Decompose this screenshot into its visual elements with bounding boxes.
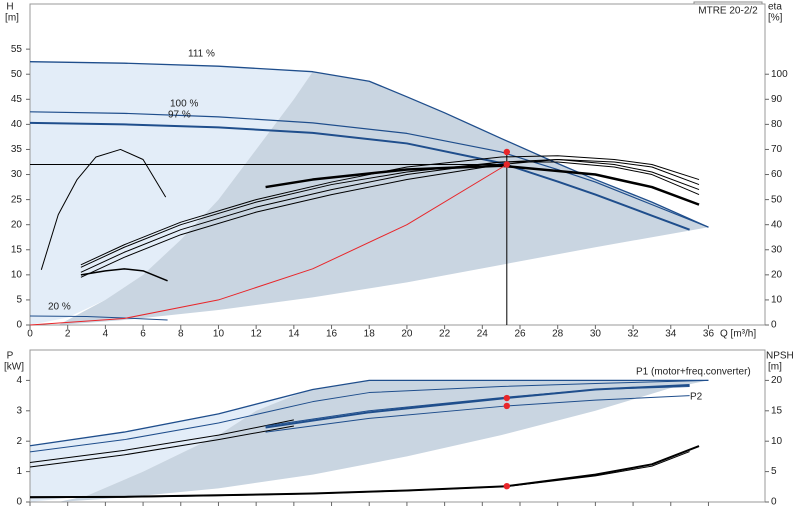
y2-tick-label: 0 — [771, 497, 777, 508]
curve — [80, 268, 168, 282]
y-tick-label: 10 — [11, 269, 23, 280]
curve — [40, 148, 167, 270]
y-tick-label: 5 — [16, 295, 22, 306]
y2-unit: [%] — [768, 13, 783, 24]
y2-tick-label: 20 — [771, 269, 783, 280]
x-tick-label: 24 — [477, 329, 489, 340]
curve-label: P1 (motor+freq.converter) — [636, 367, 751, 378]
curve — [29, 425, 294, 468]
curve-label: 111 % — [188, 49, 215, 60]
y2-tick-label: 80 — [771, 119, 783, 130]
x-tick-label: 0 — [27, 329, 33, 340]
duty-point — [503, 394, 511, 402]
curve-label: 97 % — [168, 110, 191, 121]
x-tick-label: 28 — [552, 329, 564, 340]
curve — [29, 164, 508, 326]
y2-tick-label: 5 — [771, 466, 777, 477]
operating-region — [58, 71, 709, 325]
y-tick-label: 20 — [11, 219, 23, 230]
curve — [265, 164, 700, 206]
y-tick-label: 2 — [16, 436, 22, 447]
x-tick-label: 18 — [364, 329, 376, 340]
operating-region — [30, 61, 313, 325]
x-tick-label: 6 — [140, 329, 146, 340]
x-tick-label: 16 — [326, 329, 338, 340]
curve — [29, 61, 709, 228]
curve — [29, 121, 690, 231]
curve — [29, 379, 709, 447]
y2-tick-label: 70 — [771, 144, 783, 155]
y2-tick-label: 15 — [771, 405, 783, 416]
curve — [29, 451, 690, 499]
y-tick-label: 1 — [16, 466, 22, 477]
y-tick-label: 3 — [16, 405, 22, 416]
x-tick-label: 14 — [288, 329, 300, 340]
x-tick-label: 8 — [178, 329, 184, 340]
chart-title: MTRE 20-2/2 — [698, 6, 758, 17]
y2-tick-label: 100 — [771, 69, 788, 80]
x-tick-label: 12 — [251, 329, 263, 340]
plot-frame — [29, 349, 766, 503]
x-tick-label: 36 — [703, 329, 715, 340]
duty-point — [503, 482, 511, 490]
y2-tick-label: 10 — [771, 436, 783, 447]
y2-tick-label: 40 — [771, 219, 783, 230]
y-unit: [m] — [5, 13, 19, 24]
y2-tick-label: 30 — [771, 244, 783, 255]
y-tick-label: 0 — [16, 320, 22, 331]
y-tick-label: 45 — [11, 94, 23, 105]
x-tick-label: 4 — [103, 329, 109, 340]
duty-point — [503, 148, 511, 156]
curve — [80, 155, 700, 266]
y2-tick-label: 50 — [771, 194, 783, 205]
curve — [80, 158, 700, 273]
curve-label: 20 % — [48, 302, 71, 313]
duty-point — [503, 402, 511, 410]
x-tick-label: 20 — [401, 329, 413, 340]
curve — [29, 379, 709, 453]
x-tick-label: 10 — [213, 329, 225, 340]
y-tick-label: 0 — [16, 497, 22, 508]
x-tick-label: 22 — [439, 329, 451, 340]
y-label: H — [6, 2, 13, 13]
y-tick-label: 50 — [11, 69, 23, 80]
x-tick-label: 2 — [65, 329, 71, 340]
y2-tick-label: 60 — [771, 169, 783, 180]
y-tick-label: 40 — [11, 119, 23, 130]
y2-label: NPSH — [766, 351, 794, 362]
curve — [29, 315, 168, 321]
curve-label: 100 % — [170, 99, 198, 110]
x-label: Q [m³/h] — [720, 329, 756, 340]
operating-region — [58, 380, 709, 502]
curve — [29, 419, 294, 463]
y-tick-label: 35 — [11, 144, 23, 155]
y2-tick-label: 90 — [771, 94, 783, 105]
y2-label: eta — [768, 2, 782, 13]
x-tick-label: 34 — [665, 329, 677, 340]
y2-tick-label: 20 — [771, 375, 783, 386]
curve — [80, 161, 700, 268]
y-tick-label: 15 — [11, 244, 23, 255]
x-tick-label: 30 — [590, 329, 602, 340]
x-tick-label: 32 — [628, 329, 640, 340]
curve — [80, 158, 700, 278]
y-label: P — [7, 351, 14, 362]
y-tick-label: 25 — [11, 194, 23, 205]
y-tick-label: 4 — [16, 375, 22, 386]
y2-tick-label: 0 — [771, 320, 777, 331]
curve-label: P2 — [690, 392, 703, 403]
y2-tick-label: 10 — [771, 295, 783, 306]
y-tick-label: 55 — [11, 44, 23, 55]
y2-unit: [m] — [768, 362, 782, 373]
y-tick-label: 30 — [11, 169, 23, 180]
x-tick-label: 26 — [514, 329, 526, 340]
curve — [29, 111, 709, 228]
y-unit: [kW] — [4, 362, 24, 373]
duty-point — [503, 161, 511, 168]
